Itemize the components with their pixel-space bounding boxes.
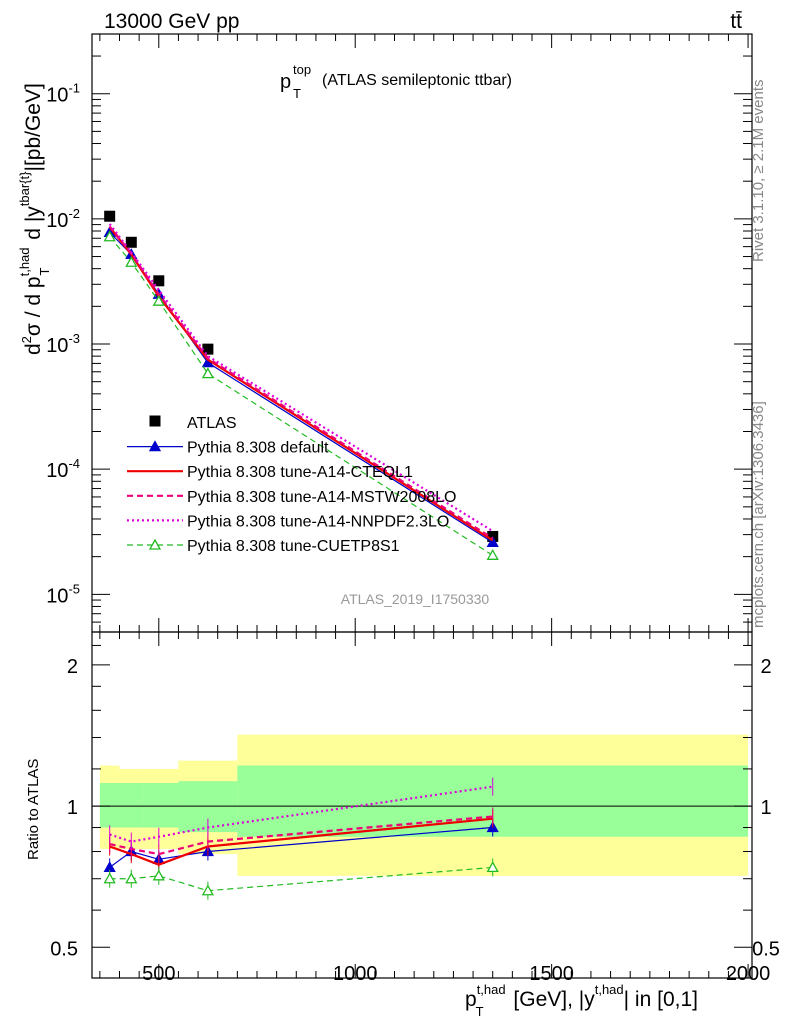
- title-symbol: p: [280, 71, 291, 93]
- y-tick-label: 10-3: [46, 331, 80, 357]
- title-subscript: T: [293, 86, 301, 101]
- ratio-y-tick-label-right: 2: [760, 656, 771, 678]
- series-4-line: [108, 223, 494, 533]
- title-superscript: top: [293, 62, 311, 77]
- ratio-band-inner-1: [119, 782, 144, 828]
- legend-entry-1: Pythia 8.308 default: [187, 440, 329, 457]
- ratio-series-4-point: [201, 884, 214, 896]
- legend-marker-1: [148, 440, 162, 452]
- analysis-id: ATLAS_2019_I1750330: [341, 591, 490, 607]
- legend-marker-5: [148, 538, 162, 550]
- main-y-axis-label: d2σ / d pt,had T d |ytbar{t}|[pb/GeV]: [17, 83, 52, 355]
- atlas-data-point: [202, 343, 214, 355]
- y-tick-label: 10-2: [46, 206, 80, 232]
- x-tick-label-1500: 1500: [529, 963, 574, 985]
- energy-label: 13000 GeV pp: [104, 10, 239, 33]
- title-suffix: (ATLAS semileptonic ttbar): [322, 72, 512, 89]
- series-5-point: [103, 230, 116, 242]
- series-5-point: [152, 294, 165, 306]
- ratio-series-4-line: [109, 866, 493, 892]
- legend: ATLAS Pythia 8.308 default Pythia 8.308 tu…: [127, 415, 456, 555]
- legend-entry-3: Pythia 8.308 tune-A14-MSTW2008LO: [187, 489, 456, 506]
- atlas-data-point: [125, 236, 137, 248]
- ratio-frame: [91, 631, 753, 979]
- ratio-y-axis-label: Ratio to ATLAS: [25, 759, 42, 860]
- legend-entry-5: Pythia 8.308 tune-CUETP8S1: [187, 538, 400, 555]
- process-label: tt̄: [730, 10, 742, 33]
- x-tick-label-1000: 1000: [333, 963, 378, 985]
- ratio-band-inner-2: [143, 782, 179, 828]
- atlas-data-point: [153, 275, 165, 287]
- ratio-y-tick-label: 2: [67, 656, 78, 678]
- series-5-point: [125, 255, 138, 267]
- plot-title: p top T (ATLAS semileptonic ttbar): [280, 62, 512, 101]
- ratio-panel: 500 1000 1500 2000 0.5 0.5 1 1 2 2: [50, 618, 780, 985]
- y-tick-label: 10-4: [46, 456, 80, 482]
- ratio-y-tick-label: 0.5: [50, 938, 78, 960]
- atlas-data-point: [104, 210, 116, 222]
- ratio-y-tick-label-right: 1: [760, 797, 771, 819]
- series-5-point: [201, 367, 214, 379]
- series-5-point: [486, 548, 499, 560]
- legend-marker-atlas: [149, 415, 161, 427]
- y-tick-label: 10-1: [46, 81, 80, 107]
- x-axis-label: pt,had T [GeV], |yt,had| in [0,1]: [465, 982, 698, 1019]
- series-1-point: [486, 536, 499, 548]
- x-tick-label-2000: 2000: [726, 963, 771, 985]
- ratio-series-4-point: [103, 872, 116, 884]
- ratio-series-4-point: [152, 869, 165, 881]
- legend-entry-4: Pythia 8.308 tune-A14-NNPDF2.3LO: [187, 513, 449, 530]
- mcplots-label: mcplots.cern.ch [arXiv:1306.3436]: [750, 401, 767, 628]
- ratio-y-tick-label: 1: [67, 797, 78, 819]
- rivet-version-label: Rivet 3.1.10, ≥ 2.1M events: [750, 80, 767, 263]
- legend-entry-2: Pythia 8.308 tune-A14-CTEQL1: [187, 464, 413, 481]
- ratio-y-tick-label-right: 0.5: [752, 938, 780, 960]
- ratio-band-inner-0: [99, 782, 120, 828]
- y-tick-label: 10-5: [46, 581, 80, 607]
- x-tick-label-500: 500: [142, 963, 175, 985]
- series-3-line: [108, 225, 494, 540]
- ratio-series-4-point: [125, 872, 138, 884]
- series-5-line: [109, 236, 494, 556]
- legend-entry-0: ATLAS: [187, 415, 237, 432]
- ratio-series-4-point: [486, 861, 499, 873]
